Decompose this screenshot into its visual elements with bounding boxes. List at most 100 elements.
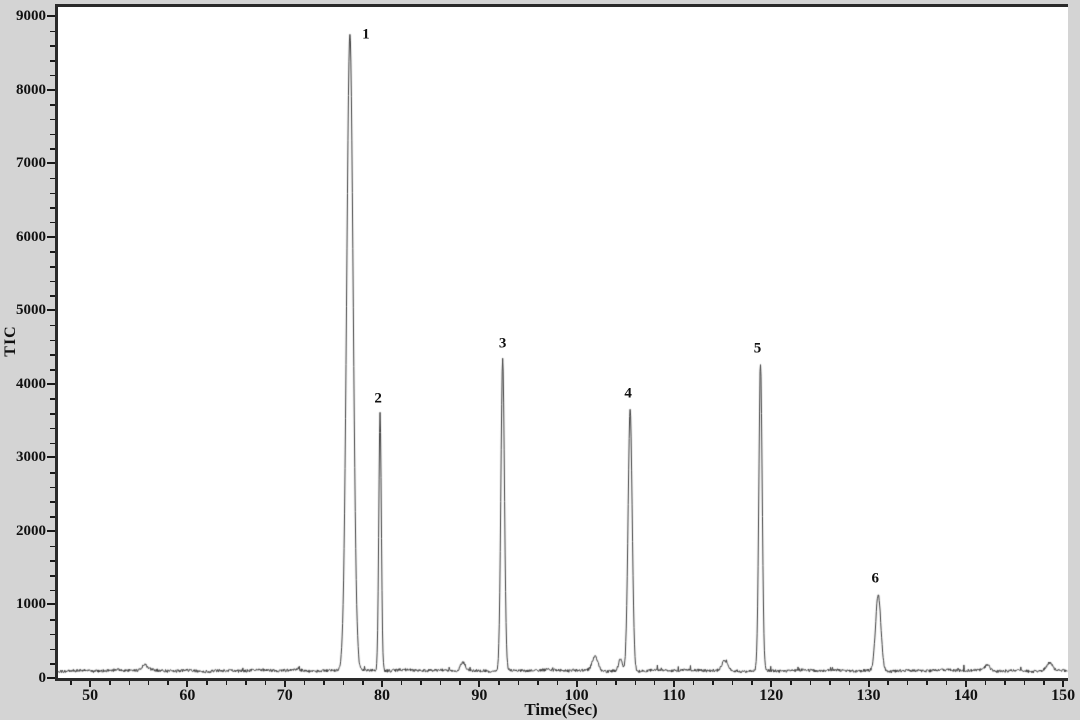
x-minor-tick bbox=[147, 681, 150, 685]
y-minor-tick bbox=[50, 472, 55, 474]
y-minor-tick bbox=[50, 663, 55, 665]
y-minor-tick bbox=[50, 633, 55, 636]
y-minor-tick bbox=[50, 648, 55, 651]
y-minor-tick bbox=[50, 575, 55, 577]
x-tick bbox=[283, 681, 286, 687]
x-minor-tick bbox=[731, 681, 734, 685]
y-tick bbox=[47, 235, 55, 238]
y-minor-tick bbox=[50, 74, 55, 77]
x-tick-label: 150 bbox=[1051, 687, 1076, 704]
y-minor-tick bbox=[50, 207, 55, 209]
x-minor-tick bbox=[712, 681, 714, 685]
x-minor-tick bbox=[420, 681, 422, 685]
x-minor-tick bbox=[653, 681, 656, 685]
y-tick bbox=[47, 88, 55, 91]
x-tick-label: 120 bbox=[759, 687, 784, 704]
x-minor-tick bbox=[362, 681, 364, 685]
y-tick bbox=[47, 677, 55, 679]
x-minor-tick bbox=[323, 681, 325, 685]
x-tick-label: 60 bbox=[179, 687, 196, 704]
x-minor-tick bbox=[439, 681, 442, 685]
y-tick-label: 7000 bbox=[16, 155, 46, 172]
x-tick-label: 130 bbox=[856, 687, 881, 704]
x-tick bbox=[1062, 681, 1065, 687]
x-minor-tick bbox=[498, 681, 500, 685]
y-minor-tick bbox=[50, 354, 55, 356]
x-tick-label: 140 bbox=[953, 687, 978, 704]
y-minor-tick bbox=[50, 118, 55, 121]
y-minor-tick bbox=[50, 104, 55, 106]
y-minor-tick bbox=[50, 413, 55, 415]
y-minor-tick bbox=[50, 560, 55, 562]
chromatogram-trace bbox=[58, 7, 1068, 678]
x-minor-tick bbox=[1023, 681, 1026, 685]
x-minor-tick bbox=[945, 681, 948, 685]
y-minor-tick bbox=[50, 427, 55, 430]
y-tick bbox=[47, 456, 55, 459]
x-minor-tick bbox=[206, 681, 208, 685]
y-tick bbox=[47, 529, 55, 532]
x-tick-label: 80 bbox=[374, 687, 391, 704]
y-minor-tick bbox=[50, 221, 55, 224]
y-axis-title: TIC bbox=[2, 325, 19, 357]
y-tick-label: 0 bbox=[38, 670, 47, 686]
y-minor-tick bbox=[50, 619, 55, 621]
y-minor-tick bbox=[50, 192, 55, 194]
x-minor-tick bbox=[887, 681, 889, 685]
x-minor-tick bbox=[906, 681, 909, 685]
y-tick-label: 3000 bbox=[16, 449, 46, 466]
x-tick bbox=[381, 681, 384, 687]
y-minor-tick bbox=[50, 177, 55, 180]
y-minor-tick bbox=[50, 398, 55, 400]
x-minor-tick bbox=[264, 681, 267, 685]
x-tick bbox=[964, 681, 967, 687]
x-tick-label: 100 bbox=[564, 687, 589, 704]
x-minor-tick bbox=[459, 681, 461, 685]
y-tick bbox=[47, 309, 55, 312]
y-tick bbox=[47, 382, 55, 385]
x-minor-tick bbox=[1004, 681, 1006, 685]
x-minor-tick bbox=[809, 681, 812, 685]
y-minor-tick bbox=[50, 60, 55, 62]
y-minor-tick bbox=[50, 295, 55, 297]
x-minor-tick bbox=[829, 681, 831, 685]
x-minor-tick bbox=[692, 681, 695, 685]
y-minor-tick bbox=[50, 324, 55, 327]
y-tick-label: 1000 bbox=[16, 596, 46, 613]
y-tick bbox=[47, 603, 55, 606]
y-minor-tick bbox=[50, 486, 55, 489]
y-tick bbox=[47, 162, 55, 165]
y-minor-tick bbox=[50, 545, 55, 548]
x-tick-label: 50 bbox=[82, 687, 99, 704]
y-minor-tick bbox=[50, 516, 55, 518]
x-minor-tick bbox=[400, 681, 403, 685]
y-minor-tick bbox=[50, 501, 55, 503]
x-minor-tick bbox=[634, 681, 636, 685]
x-minor-tick bbox=[342, 681, 345, 685]
x-tick-label: 90 bbox=[471, 687, 488, 704]
x-minor-tick bbox=[128, 681, 131, 685]
y-minor-tick bbox=[50, 251, 55, 253]
y-minor-tick bbox=[50, 442, 55, 445]
x-minor-tick bbox=[537, 681, 539, 685]
y-minor-tick bbox=[50, 30, 55, 33]
x-axis-title: Time(Sec) bbox=[524, 700, 598, 719]
y-minor-tick bbox=[50, 369, 55, 371]
x-minor-tick bbox=[984, 681, 987, 685]
y-tick-label: 5000 bbox=[16, 302, 46, 319]
y-minor-tick bbox=[50, 45, 55, 47]
x-minor-tick bbox=[517, 681, 520, 685]
x-minor-tick bbox=[848, 681, 851, 685]
x-tick bbox=[186, 681, 189, 687]
y-minor-tick bbox=[50, 339, 55, 342]
x-tick bbox=[478, 681, 481, 687]
x-minor-tick bbox=[615, 681, 617, 685]
y-tick-label: 9000 bbox=[16, 7, 46, 24]
y-minor-tick bbox=[50, 133, 55, 136]
x-minor-tick bbox=[926, 681, 928, 685]
y-minor-tick bbox=[50, 280, 55, 283]
x-minor-tick bbox=[167, 681, 169, 685]
x-minor-tick bbox=[70, 681, 72, 685]
